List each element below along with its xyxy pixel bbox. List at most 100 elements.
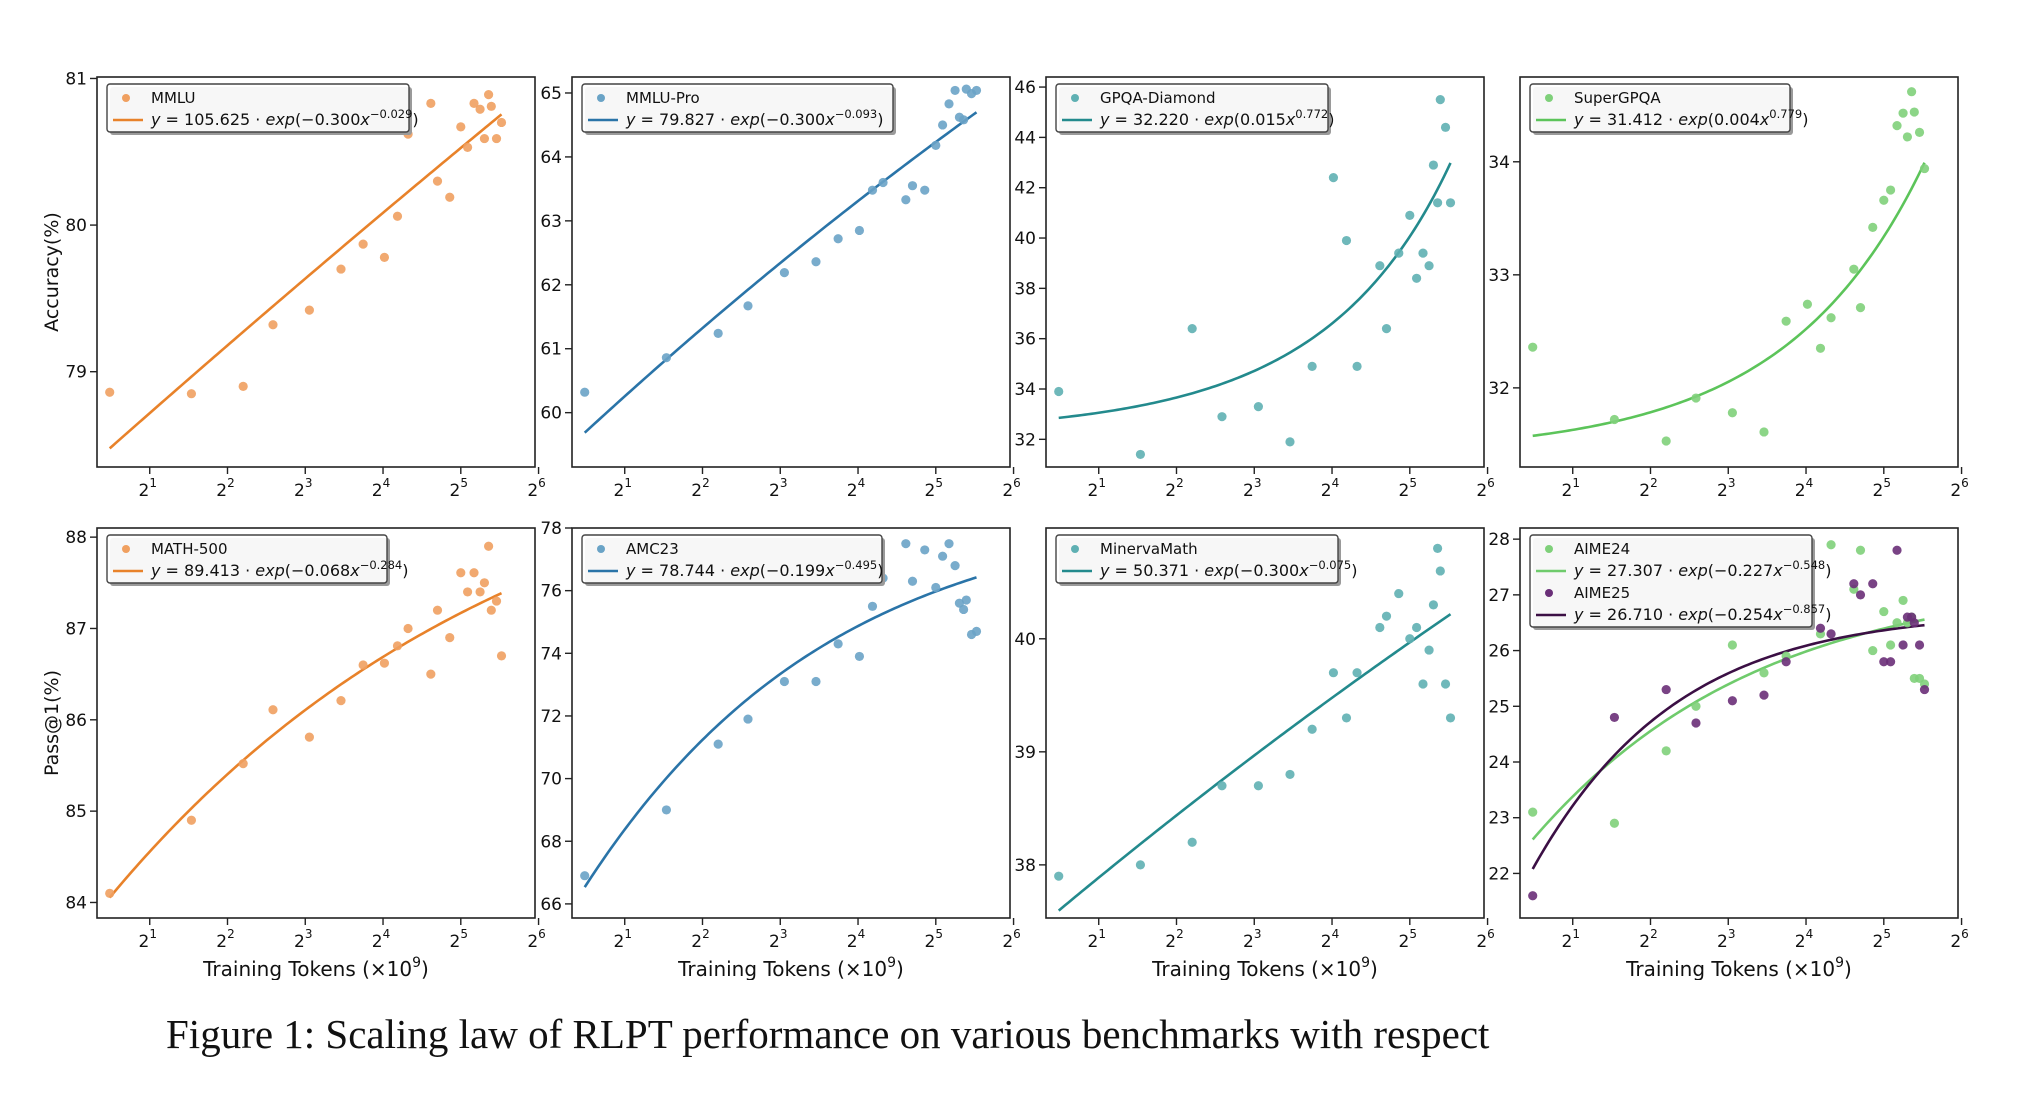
y-tick-label: 32 <box>1014 430 1036 450</box>
x-tick-label: 24 <box>847 927 865 952</box>
data-point <box>1445 198 1456 208</box>
data-point <box>469 568 479 578</box>
data-point <box>392 211 403 221</box>
data-point <box>1445 713 1456 723</box>
legend-box <box>581 83 894 133</box>
data-point <box>1815 343 1826 353</box>
y-tick-label: 36 <box>1014 330 1036 350</box>
data-point <box>1411 273 1422 283</box>
x-tick-label: 21 <box>1087 476 1105 501</box>
data-point <box>479 133 490 144</box>
x-axis-label: Training Tokens (×109) <box>202 955 429 980</box>
x-tick-label: 23 <box>769 927 787 952</box>
data-point <box>1759 690 1769 700</box>
legend-label: AMC23 <box>626 540 679 558</box>
legend-box <box>106 534 388 584</box>
legend-box <box>1529 534 1813 628</box>
data-point <box>1909 107 1919 117</box>
data-point <box>959 115 969 125</box>
data-point <box>1892 545 1902 555</box>
legend-fit-label: y = 79.827 · exp(−0.300x−0.093) <box>625 107 884 129</box>
legend-label: MATH-500 <box>151 540 228 558</box>
data-point <box>1352 668 1362 678</box>
data-point <box>944 539 954 549</box>
y-tick-label: 72 <box>540 707 562 727</box>
data-point <box>432 605 443 615</box>
legend-fit-label: y = 32.220 · exp(0.015x0.772) <box>1099 107 1334 129</box>
x-tick-label: 26 <box>1950 476 1968 501</box>
data-point <box>1411 622 1422 633</box>
data-point <box>1661 436 1671 446</box>
data-point <box>1849 579 1859 589</box>
legend-marker <box>1545 545 1553 553</box>
data-point <box>456 122 466 132</box>
chart-panel-3: 32 34 36 38 40 42 44 46 21 22 23 24 25 26 GPQA-Diamond… <box>1014 76 1495 501</box>
legend-marker <box>597 545 605 553</box>
x-tick-label: 26 <box>1950 927 1968 952</box>
data-point <box>1879 657 1889 667</box>
data-point <box>1433 543 1443 553</box>
legend-box <box>1055 83 1329 133</box>
data-point <box>1418 679 1428 689</box>
chart-panel-5: 84 85 86 87 88 21 22 23 24 25 26 Pass@1(%) Training … <box>41 527 546 980</box>
data-point <box>1892 618 1902 628</box>
x-tick-label: 25 <box>450 476 468 501</box>
data-point <box>1855 590 1866 600</box>
plot-frame <box>571 76 1011 468</box>
data-point <box>1424 261 1434 271</box>
x-tick-label: 23 <box>1243 927 1261 952</box>
plot-frame <box>571 527 1011 919</box>
plot-frame <box>1045 527 1485 919</box>
x-tick-label: 23 <box>294 476 312 501</box>
y-tick-label: 27 <box>1488 586 1510 606</box>
data-point <box>1341 235 1352 246</box>
y-tick-label: 84 <box>65 893 87 913</box>
data-point <box>1253 402 1263 412</box>
data-point <box>1898 595 1908 606</box>
data-point <box>1285 769 1295 780</box>
data-point <box>1375 261 1385 271</box>
data-point <box>931 140 941 151</box>
plot-frame <box>96 76 536 468</box>
y-tick-label: 26 <box>1488 642 1510 662</box>
data-point <box>779 676 789 687</box>
legend-label: MMLU <box>151 89 195 107</box>
data-point <box>1418 248 1428 258</box>
x-tick-label: 22 <box>1639 476 1657 501</box>
data-point <box>304 732 314 742</box>
y-tick-label: 80 <box>65 216 87 236</box>
y-tick-label: 61 <box>540 340 562 360</box>
data-point <box>379 658 390 668</box>
data-point <box>743 714 753 724</box>
y-tick-label: 23 <box>1488 809 1510 829</box>
data-point <box>950 560 960 571</box>
x-tick-label: 24 <box>1321 927 1339 952</box>
data-point <box>486 101 496 111</box>
data-point <box>1394 588 1404 599</box>
x-tick-label: 26 <box>1002 476 1020 501</box>
data-point <box>1849 264 1859 274</box>
legend-marker <box>597 94 605 102</box>
data-point <box>1381 611 1392 621</box>
legend-fit-label: y = 105.625 · exp(−0.300x−0.029) <box>150 107 419 129</box>
data-point <box>484 89 494 100</box>
x-tick-label: 25 <box>450 927 468 952</box>
data-point <box>867 185 878 195</box>
x-tick-label: 23 <box>769 476 787 501</box>
x-tick-label: 24 <box>1321 476 1339 501</box>
data-point <box>475 587 485 597</box>
fit-curve-1 <box>108 113 503 450</box>
y-tick-label: 32 <box>1488 379 1510 399</box>
legend-label: AIME24 <box>1574 540 1630 558</box>
x-tick-label: 25 <box>925 927 943 952</box>
data-point <box>1898 108 1908 118</box>
y-tick-label: 34 <box>1014 380 1036 400</box>
data-point <box>238 381 248 391</box>
data-point <box>907 181 918 191</box>
data-point <box>1433 198 1443 208</box>
y-tick-label: 40 <box>1014 630 1036 650</box>
data-point <box>1868 579 1878 589</box>
y-tick-label: 60 <box>540 404 562 424</box>
data-point <box>1405 634 1415 644</box>
